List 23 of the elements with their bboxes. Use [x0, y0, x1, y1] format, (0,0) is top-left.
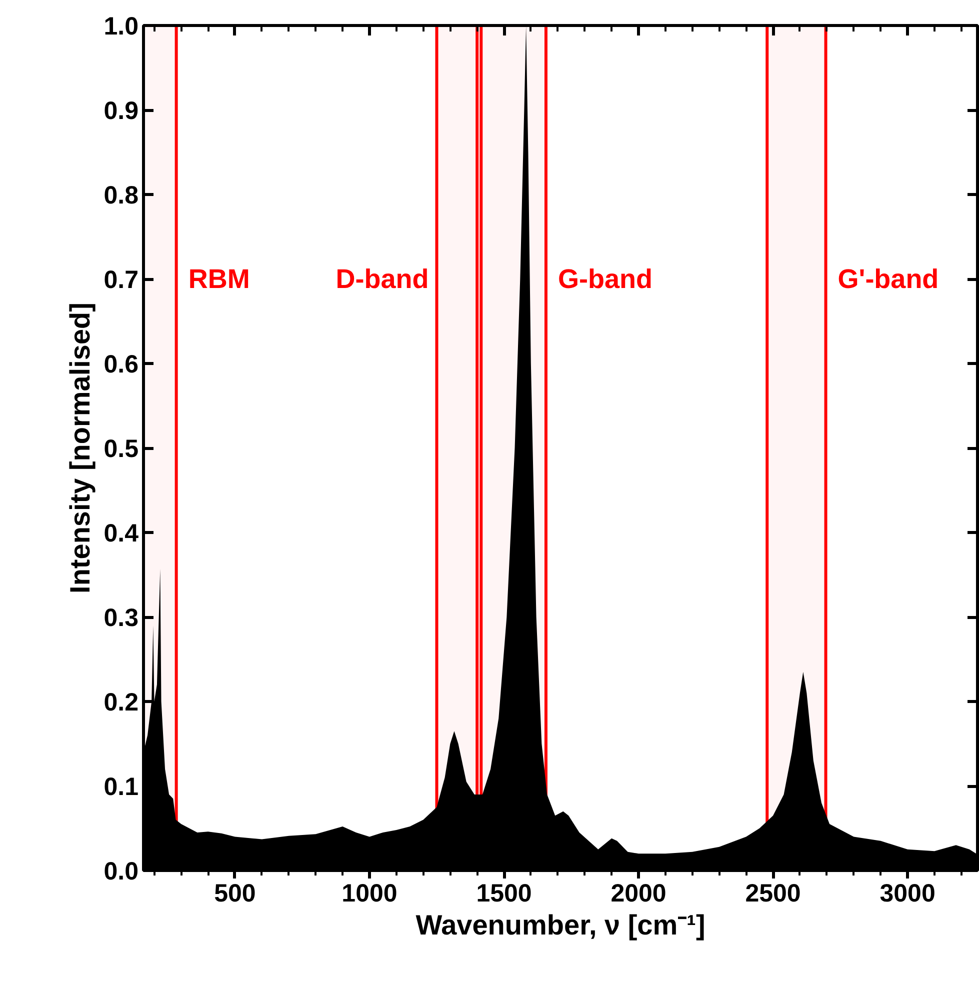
x-tick-label: 1000: [342, 880, 398, 908]
x-tick-label: 2500: [745, 880, 801, 908]
y-tick-label: 0.2: [104, 688, 139, 716]
y-tick-label: 0.7: [104, 266, 139, 294]
band-label: D-band: [336, 264, 429, 294]
x-axis-title: Wavenumber, ν [cm⁻¹]: [416, 910, 706, 940]
y-tick-label: 1.0: [104, 12, 139, 40]
band-label: G-band: [558, 264, 652, 294]
y-tick-label: 0.1: [104, 773, 139, 801]
y-axis-title: Intensity [normalised]: [64, 302, 96, 594]
y-tick-label: 0.6: [104, 350, 139, 378]
y-tick-label: 0.4: [104, 520, 139, 548]
y-tick-label: 0.5: [104, 435, 139, 463]
band-label: G'-band: [838, 264, 939, 294]
x-tick-label: 2000: [610, 880, 666, 908]
y-tick-label: 0.9: [104, 97, 139, 125]
band-label: RBM: [188, 264, 250, 294]
x-tick-label: 1500: [476, 880, 532, 908]
y-tick-label: 0.3: [104, 604, 139, 632]
y-tick-label: 0.8: [104, 182, 139, 210]
x-tick-label: 500: [214, 880, 256, 908]
x-tick-label: 3000: [880, 880, 936, 908]
y-tick-label: 0.0: [104, 858, 139, 886]
